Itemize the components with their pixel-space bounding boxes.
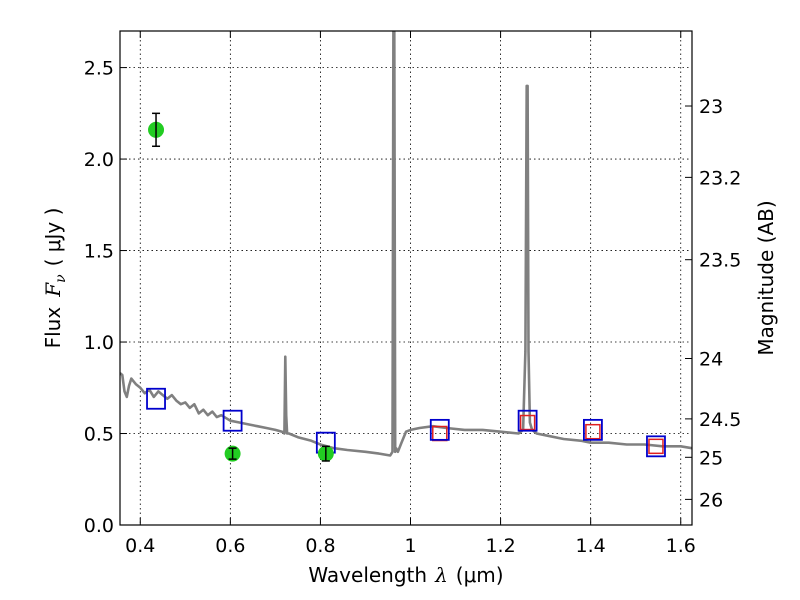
model-photometry-marker (429, 418, 450, 441)
y2-tick-label: 26 (699, 489, 723, 511)
plot-frame (119, 30, 693, 526)
model-photometry-marker (222, 409, 243, 432)
x-tick-label: 1.4 (576, 535, 606, 557)
model-photometry-marker (646, 435, 666, 458)
y-tick-label: 1.0 (84, 332, 114, 354)
y-axis-label-unit: ( μJy ) (41, 208, 65, 267)
y-tick-label: 2.0 (84, 149, 114, 171)
x-tick-label: 1.6 (666, 535, 696, 557)
y-axis-label-symbol: F (41, 282, 65, 298)
x-axis-label-symbol: λ (434, 563, 448, 587)
y-axis-label: Flux Fν ( μJy ) (41, 208, 69, 349)
y-tick-label: 1.5 (84, 241, 114, 263)
x-tick-label: 1 (404, 535, 416, 557)
plot-area-background (120, 31, 692, 525)
y2-tick-label: 24.5 (699, 409, 741, 431)
model-spectrum-layer (120, 31, 692, 457)
y2-tick-label: 24 (699, 349, 723, 371)
y2-tick-label: 23.5 (699, 250, 741, 272)
observed-other-marker (519, 414, 536, 431)
x-tick-label: 0.8 (305, 535, 335, 557)
markers-layer (146, 112, 666, 462)
model-photometry-marker (583, 418, 603, 441)
observed-other-marker (648, 438, 664, 455)
y-axis-label-text: Flux (41, 307, 65, 349)
y-tick-label: 0.5 (84, 424, 114, 446)
y2-axis-label: Magnitude (AB) (754, 200, 778, 355)
x-tick-label: 0.6 (215, 535, 245, 557)
axis-ticks: 0.4 0.6 0.8 1 1.2 1.4 1.6 0.0 0.5 1.0 1.5 2.0 2.5 23 2… (84, 31, 741, 557)
x-axis-label-text: Wavelength (308, 563, 427, 587)
y2-tick-label: 23 (699, 96, 723, 118)
observed-other-marker (585, 423, 601, 440)
y-axis-label-subscript: ν (53, 274, 69, 283)
y-tick-label: 2.5 (84, 58, 114, 80)
x-tick-label: 1.2 (485, 535, 515, 557)
model-spectrum-line (120, 31, 692, 457)
model-photometry-marker (146, 387, 166, 410)
y-tick-label: 0.0 (84, 515, 114, 537)
x-axis-label-unit: (μm) (456, 563, 504, 587)
model-photometry-marker (517, 409, 538, 432)
x-axis-label: Wavelength λ (μm) (308, 563, 503, 587)
y2-tick-label: 23.2 (699, 167, 741, 189)
y2-tick-label: 25 (699, 447, 723, 469)
x-tick-label: 0.4 (125, 535, 155, 557)
